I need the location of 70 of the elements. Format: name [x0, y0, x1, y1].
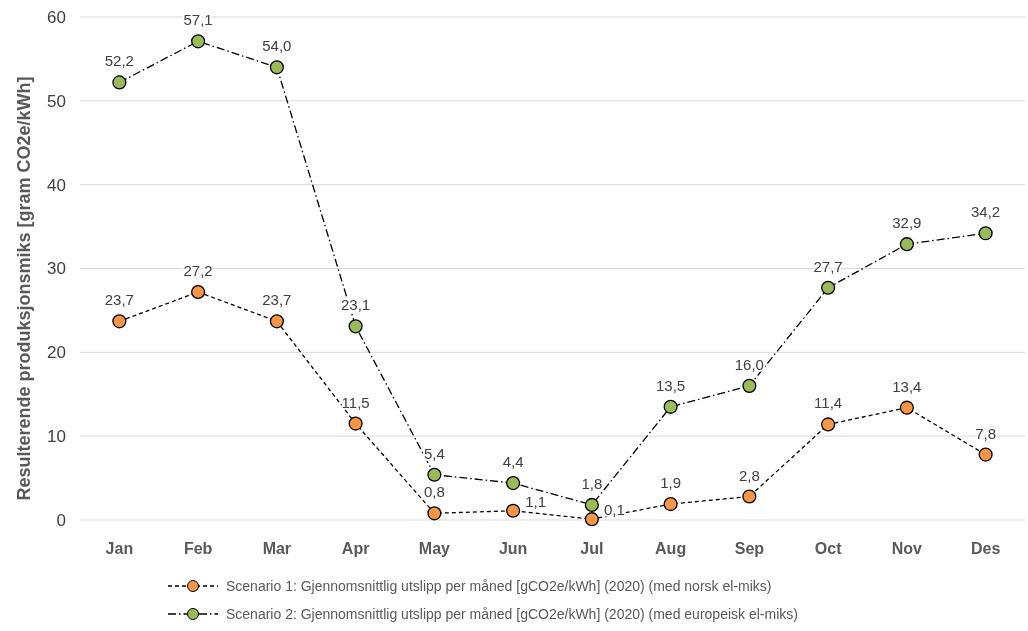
y-tick-label: 10 [47, 427, 66, 447]
point [427, 506, 442, 521]
data-label: 57,1 [183, 11, 213, 29]
x-tick-label: Mar [262, 540, 292, 557]
data-label: 11,4 [814, 394, 843, 412]
y-tick-label: 20 [47, 343, 66, 363]
point [899, 237, 914, 252]
point [821, 280, 836, 295]
data-label: 13,4 [892, 377, 922, 395]
x-tick-label: Sep [734, 540, 765, 557]
point [663, 399, 678, 414]
point [506, 476, 521, 491]
data-label: 23,1 [341, 296, 371, 314]
point [427, 467, 442, 482]
x-tick-label: Feb [183, 540, 213, 557]
data-label: 27,2 [183, 261, 213, 279]
x-tick-label: Jun [498, 540, 528, 557]
point [191, 34, 206, 49]
data-label: 34,2 [971, 203, 1001, 221]
point [506, 503, 521, 518]
data-label: 5,4 [423, 444, 445, 462]
x-tick-label: Jan [105, 540, 134, 557]
point [269, 314, 284, 329]
data-label: 11,5 [341, 393, 370, 411]
data-label: 23,7 [262, 291, 292, 309]
data-label: 1,9 [660, 474, 682, 492]
y-tick-label: 50 [47, 91, 66, 111]
x-tick-label: Apr [341, 540, 370, 557]
y-axis-title: Resulterende produksjonsmiks [gram CO2e/kWh] [14, 76, 34, 501]
legend-label: Scenario 1: Gjennomsnittlig utslipp per måned [gCO2e/kWh] (2020) (med norsk el-miks) [226, 577, 772, 594]
legend-label: Scenario 2: Gjennomsnittlig utslipp per måned [gCO2e/kWh] (2020) (med europeisk el-miks) [226, 605, 798, 622]
point [978, 447, 993, 462]
data-label: 2,8 [738, 466, 760, 484]
point [584, 512, 599, 527]
point [899, 400, 914, 415]
point [584, 497, 599, 512]
data-label: 54,0 [262, 37, 292, 55]
point [112, 75, 127, 90]
point [348, 416, 363, 431]
point [269, 60, 284, 75]
point [663, 497, 678, 512]
y-tick-label: 0 [56, 510, 66, 530]
data-label: 13,5 [656, 376, 686, 394]
y-tick-label: 40 [47, 175, 66, 195]
data-label: 16,0 [734, 355, 764, 373]
point [742, 378, 757, 393]
data-label: 0,1 [603, 501, 625, 519]
data-label: 0,8 [423, 483, 445, 501]
y-tick-label: 60 [47, 7, 66, 27]
y-tick-label: 30 [47, 259, 66, 279]
point [191, 284, 206, 300]
data-label: 1,1 [525, 492, 546, 510]
point [821, 417, 836, 432]
point [978, 226, 993, 241]
x-tick-label: Oct [814, 540, 843, 557]
point [112, 314, 127, 329]
x-tick-label: Nov [891, 540, 923, 557]
point [742, 489, 757, 504]
x-tick-label: Jul [580, 540, 604, 557]
data-label: 4,4 [502, 453, 524, 471]
data-label: 32,9 [892, 214, 922, 232]
data-label: 23,7 [104, 291, 134, 309]
x-tick-label: May [418, 540, 451, 557]
point [348, 319, 363, 334]
x-tick-label: Des [970, 540, 1001, 557]
data-label: 7,8 [975, 424, 997, 442]
data-label: 52,2 [104, 52, 134, 70]
x-tick-label: Aug [655, 540, 687, 557]
data-label: 27,7 [813, 257, 843, 275]
data-label: 1,8 [581, 474, 603, 492]
